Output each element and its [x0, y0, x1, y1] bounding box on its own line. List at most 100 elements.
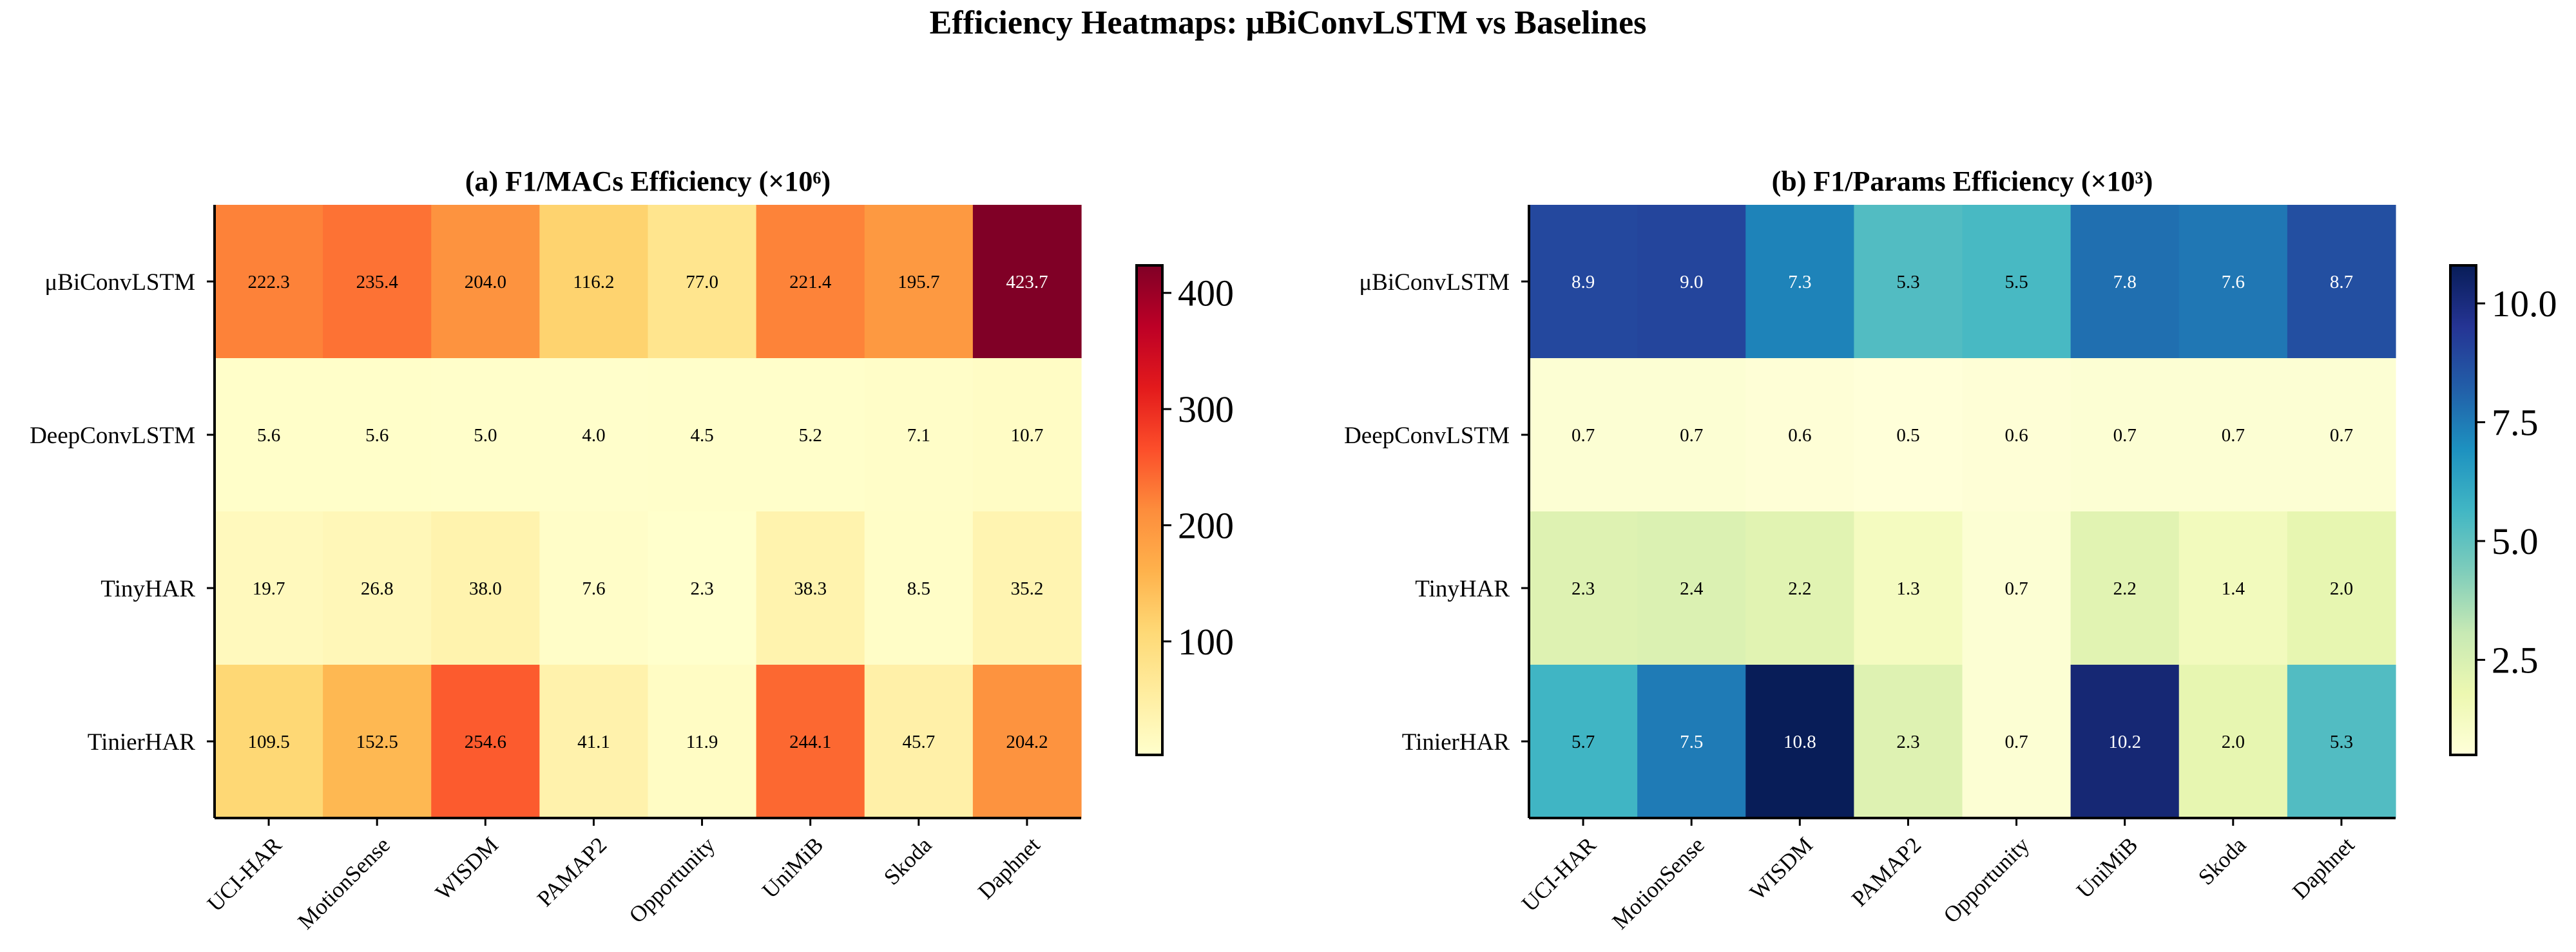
panel-b-cell-label: 7.3: [1788, 272, 1811, 292]
panel-a-column-label: Daphnet: [973, 832, 1045, 904]
panel-b-cell: [2178, 511, 2288, 665]
panel-a-cell-label: 77.0: [686, 272, 718, 292]
panel-a-cell-label: 41.1: [577, 732, 610, 752]
panel-a-cell: [539, 511, 649, 665]
panel-b-cell: [1854, 205, 1963, 359]
panel-a-cell-label: 38.0: [469, 578, 502, 599]
panel-b-cell-label: 9.0: [1680, 272, 1703, 292]
panel-a-cell: [431, 205, 540, 359]
panel-a-cell: [972, 358, 1082, 512]
panel-a-colorbar-tick-label: 200: [1178, 504, 1234, 546]
panel-b-row-label: TinierHAR: [1402, 729, 1510, 756]
panel-a-cell: [323, 665, 432, 819]
panel-b-cell-label: 2.2: [2113, 578, 2137, 599]
panel-b-cell: [1854, 665, 1963, 819]
panel-b-column-label: UniMiB: [2071, 832, 2142, 903]
panel-b-cell-label: 0.7: [2113, 425, 2137, 446]
panel-b-cell: [1637, 205, 1746, 359]
panel-b-cell: [1529, 205, 1638, 359]
panel-b-cell-label: 0.7: [2222, 425, 2245, 446]
panel-b-cell-label: 7.5: [1680, 732, 1703, 752]
panel-b-cell: [1962, 665, 2071, 819]
panel-b-colorbar: [2449, 264, 2477, 756]
panel-a-cell: [648, 205, 757, 359]
panel-a-column-label: PAMAP2: [532, 832, 611, 911]
panel-a-cell: [215, 665, 323, 819]
panel-a-cell-label: 222.3: [247, 272, 289, 292]
panel-a-cell-label: 35.2: [1011, 578, 1044, 599]
panel-a-title: (a) F1/MACs Efficiency (×10⁶): [465, 166, 831, 197]
panel-b-cell-label: 8.7: [2330, 272, 2353, 292]
panel-b-cell-label: 5.5: [2004, 272, 2028, 292]
panel-b-cell: [1529, 511, 1638, 665]
panel-a-cell-label: 5.0: [474, 425, 497, 446]
panel-b-cell: [1962, 511, 2071, 665]
panel-b-cell: [2178, 205, 2288, 359]
panel-a-cell-label: 195.7: [898, 272, 939, 292]
panel-b-cell: [2070, 205, 2180, 359]
panel-a-cell: [648, 358, 757, 512]
panel-a-column-label: Skoda: [879, 832, 937, 890]
panel-b-cell: [1637, 358, 1746, 512]
panel-a-cell-label: 19.7: [253, 578, 285, 599]
panel-b-colorbar-tick-label: 5.0: [2492, 520, 2539, 562]
panel-a-cell: [323, 358, 432, 512]
panel-b-cell-label: 10.2: [2108, 732, 2141, 752]
panel-a-cell-label: 204.0: [465, 272, 506, 292]
panel-a-cell: [215, 205, 323, 359]
panel-b-cell: [1745, 665, 1854, 819]
panel-b-cell-label: 8.9: [1572, 272, 1595, 292]
panel-b-column-label: MotionSense: [1608, 832, 1709, 934]
panel-a-cell: [756, 205, 865, 359]
panel-b-cell-label: 5.3: [1896, 272, 1919, 292]
panel-b-cell: [2287, 358, 2396, 512]
panel-b-cell-label: 0.7: [2330, 425, 2353, 446]
panel-a-cell: [756, 511, 865, 665]
panel-a-cell-label: 204.2: [1006, 732, 1048, 752]
panel-a-cell: [431, 665, 540, 819]
panel-a-column-label: WISDM: [430, 832, 503, 905]
panel-b-colorbar-tick-label: 10.0: [2492, 283, 2557, 325]
panel-b-cell: [1962, 358, 2071, 512]
panel-b-cell: [1745, 511, 1854, 665]
panel-a-cell: [539, 665, 649, 819]
panel-a-cell: [215, 358, 323, 512]
panel-a-cell-label: 45.7: [902, 732, 935, 752]
panel-a-cell-label: 38.3: [794, 578, 827, 599]
panel-b-cell: [2287, 665, 2396, 819]
panel-b-cell-label: 2.3: [1572, 578, 1595, 599]
panel-b-column-label: Opportunity: [1939, 832, 2035, 928]
panel-b-cell-label: 10.8: [1783, 732, 1816, 752]
panel-a-cell-label: 11.9: [686, 732, 718, 752]
panel-b-colorbar-tick-label: 7.5: [2492, 401, 2539, 443]
panel-b-cell: [2070, 665, 2180, 819]
panel-a-row-label: TinyHAR: [101, 576, 195, 602]
panel-a-cell-label: 4.5: [690, 425, 713, 446]
panel-b-colorbar-tick-label: 2.5: [2492, 639, 2539, 681]
panel-a-cell: [648, 665, 757, 819]
panel-a-cell-label: 7.6: [582, 578, 605, 599]
panel-b-column-label: Daphnet: [2287, 832, 2360, 904]
panel-a-cell: [431, 358, 540, 512]
panel-a-row-label: μBiConvLSTM: [44, 269, 195, 296]
panel-b-column-label: Skoda: [2193, 832, 2251, 890]
panel-a-cell-label: 8.5: [907, 578, 930, 599]
panel-b-cell: [1854, 511, 1963, 665]
panel-b-cell-label: 2.3: [1896, 732, 1919, 752]
panel-b-cell-label: 7.8: [2113, 272, 2137, 292]
panel-a-cell-label: 2.3: [690, 578, 713, 599]
panel-a-column-label: MotionSense: [293, 832, 395, 934]
panel-b-cell: [2178, 358, 2288, 512]
panel-a-cell: [756, 358, 865, 512]
panel-a-cell: [431, 511, 540, 665]
panel-b-cell: [1854, 358, 1963, 512]
panel-a-cell-label: 5.2: [799, 425, 822, 446]
panel-b-cell-label: 2.2: [1788, 578, 1811, 599]
panel-a-column-label: Opportunity: [624, 832, 720, 928]
panel-a-cell: [864, 358, 974, 512]
figure-title: Efficiency Heatmaps: μBiConvLSTM vs Base…: [929, 5, 1647, 41]
panel-b-row-label: DeepConvLSTM: [1344, 423, 1510, 449]
panel-b-cell-label: 0.6: [1788, 425, 1811, 446]
panel-a-cell: [972, 511, 1082, 665]
